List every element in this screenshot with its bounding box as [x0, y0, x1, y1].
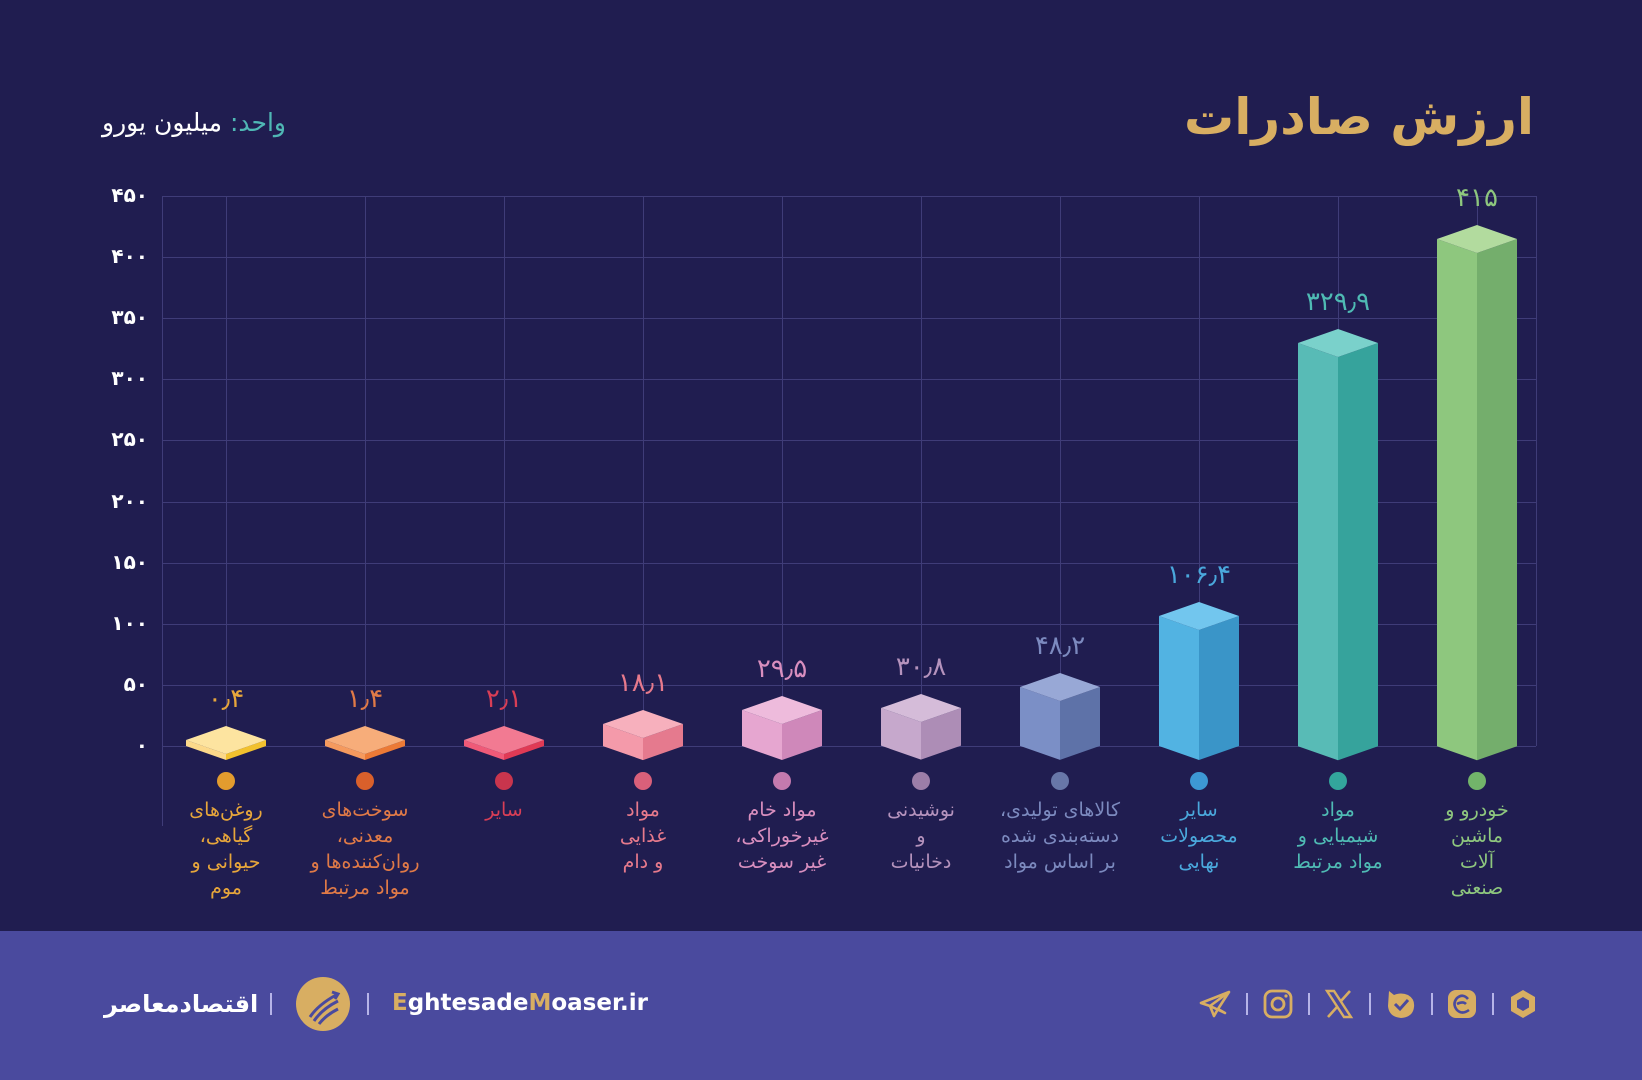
bar[interactable] [1018, 671, 1102, 764]
gridline [162, 746, 1536, 747]
y-axis-line [162, 196, 163, 826]
y-tick-label: ۴۵۰ [111, 183, 148, 207]
category-label: خودرو و ماشین آلات صنعتی [1445, 799, 1509, 899]
y-tick-label: ۳۰۰ [111, 366, 148, 391]
instagram-icon[interactable] [1261, 987, 1295, 1021]
bar[interactable] [601, 708, 685, 764]
separator [1308, 993, 1310, 1015]
website-link[interactable]: EghtesadeMoaser.ir [392, 990, 648, 1016]
value-label: ۱۸٫۱ [617, 667, 669, 698]
gridline [1060, 196, 1061, 746]
value-label: ۱٫۴ [346, 684, 384, 714]
unit-label-prefix: واحد: [229, 108, 286, 137]
separator [1246, 993, 1248, 1015]
plot-area [162, 196, 1537, 826]
gridline [1536, 196, 1537, 746]
gridline [162, 257, 1536, 259]
y-tick-label: ۲۵۰ [111, 427, 148, 452]
legend-dot [1468, 772, 1486, 790]
separator [1492, 993, 1494, 1015]
y-tick-label: ۵۰ [123, 671, 148, 696]
category-label: مواد غذایی و دام [619, 799, 667, 873]
category-label: مواد شیمیایی و مواد مرتبط [1293, 799, 1383, 873]
gridline [643, 196, 644, 746]
gridline [162, 562, 1536, 564]
y-tick-label: ۱۰۰ [111, 610, 148, 635]
category-label: نوشیدنی و دخانیات [887, 799, 955, 873]
y-tick-label: ۴۰۰ [111, 244, 148, 269]
legend-dot [1051, 772, 1069, 790]
gridline [226, 196, 227, 746]
legend-dot [495, 772, 513, 790]
gridline [162, 501, 1536, 503]
gridline [1199, 196, 1200, 746]
value-label: ۳۰٫۸ [895, 652, 947, 683]
category-label: سایر [485, 799, 523, 821]
bar[interactable] [1157, 600, 1241, 764]
unit-label: واحد: میلیون یورو [102, 108, 286, 137]
category-label: مواد خام غیرخوراکی، غیر سوخت [735, 799, 829, 873]
gridline [162, 684, 1536, 686]
legend-dot [1329, 772, 1347, 790]
gridline [365, 196, 366, 746]
rubika-icon[interactable] [1506, 987, 1540, 1021]
gridline [162, 318, 1536, 320]
separator [1431, 993, 1433, 1015]
legend-dot [773, 772, 791, 790]
value-label: ۲٫۱ [485, 684, 523, 714]
unit-label-value: میلیون یورو [102, 108, 222, 137]
logo-arrows-icon [308, 990, 341, 1025]
x-icon[interactable] [1322, 987, 1356, 1021]
value-label: ۱۰۶٫۴ [1166, 559, 1232, 590]
category-label: سایر محصولات نهایی [1160, 799, 1238, 873]
bar[interactable] [184, 724, 268, 764]
gridline [162, 623, 1536, 625]
gridline [504, 196, 505, 746]
value-label: ۴۱۵ [1456, 182, 1498, 213]
bar[interactable] [1435, 223, 1519, 764]
telegram-icon[interactable] [1198, 987, 1232, 1021]
chart-title: ارزش صادرات [1183, 88, 1534, 146]
category-label: سوخت‌های معدنی، روان‌کننده‌ها و مواد مرتبط [310, 799, 420, 899]
category-label: کالاهای تولیدی، دسته‌بندی شده بر اساس مواد [1000, 799, 1120, 873]
value-label: ۰٫۴ [207, 684, 245, 714]
gridline [162, 379, 1536, 381]
value-label: ۴۸٫۲ [1034, 631, 1086, 662]
y-tick-label: ۰ [135, 733, 148, 757]
y-tick-label: ۳۵۰ [111, 305, 148, 330]
bar[interactable] [462, 724, 546, 764]
brand-logo [296, 977, 350, 1031]
separator [367, 993, 369, 1015]
legend-dot [217, 772, 235, 790]
y-tick-label: ۲۰۰ [111, 488, 148, 513]
bar[interactable] [323, 724, 407, 764]
legend-dot [634, 772, 652, 790]
legend-dot [356, 772, 374, 790]
legend-dot [912, 772, 930, 790]
value-label: ۳۲۹٫۹ [1305, 286, 1371, 317]
bar[interactable] [740, 694, 824, 764]
legend-dot [1190, 772, 1208, 790]
separator [1369, 993, 1371, 1015]
gridline [162, 440, 1536, 442]
eitaa-icon[interactable] [1445, 987, 1479, 1021]
bar[interactable] [879, 692, 963, 764]
footer [0, 931, 1642, 1080]
y-tick-label: ۱۵۰ [111, 549, 148, 574]
bar[interactable] [1296, 327, 1380, 764]
gridline [162, 196, 1536, 197]
bale-icon[interactable] [1384, 987, 1418, 1021]
gridline [921, 196, 922, 746]
gridline [782, 196, 783, 746]
brand-name: اقتصادمعاصر [104, 990, 259, 1018]
separator [270, 993, 272, 1015]
value-label: ۲۹٫۵ [756, 653, 808, 684]
category-label: روغن‌های گیاهی، حیوانی و موم [189, 799, 263, 899]
